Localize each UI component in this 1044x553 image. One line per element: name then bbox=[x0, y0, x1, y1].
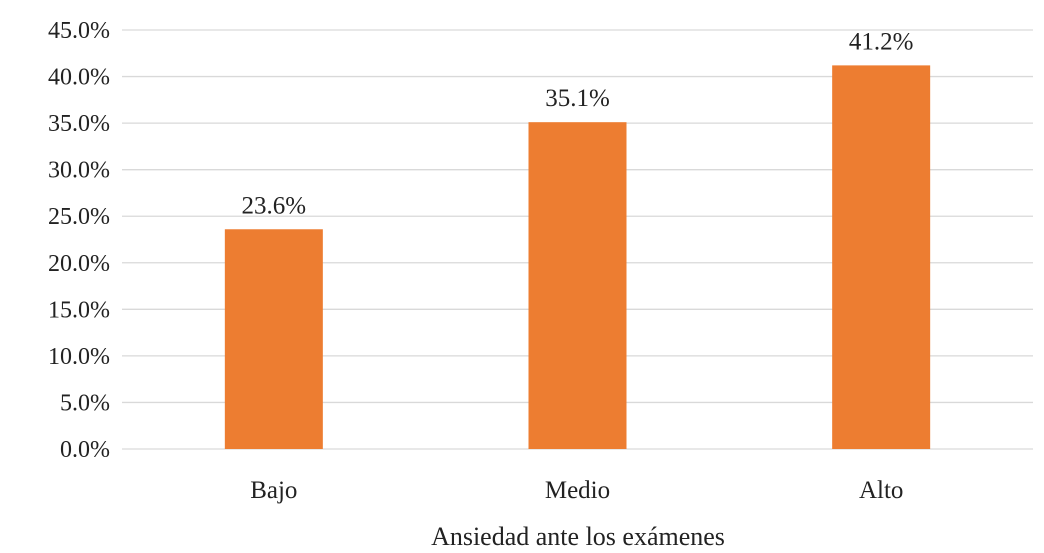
y-tick-label: 35.0% bbox=[48, 111, 110, 137]
x-axis-title: Ansiedad ante los exámenes bbox=[431, 522, 725, 551]
category-label-medio: Medio bbox=[545, 477, 610, 504]
y-tick-label: 10.0% bbox=[48, 344, 110, 370]
data-label-medio: 35.1% bbox=[545, 85, 610, 112]
bar-bajo bbox=[225, 229, 323, 449]
y-tick-label: 25.0% bbox=[48, 204, 110, 230]
data-label-bajo: 23.6% bbox=[242, 192, 307, 219]
y-tick-label: 20.0% bbox=[48, 251, 110, 277]
category-label-alto: Alto bbox=[859, 477, 903, 504]
y-tick-label: 5.0% bbox=[60, 390, 110, 416]
category-label-bajo: Bajo bbox=[250, 477, 297, 504]
y-tick-label: 40.0% bbox=[48, 65, 110, 91]
y-axis-tick-labels: 0.0% 5.0% 10.0% 15.0% 20.0% 25.0% 30.0% 35.0% 40… bbox=[48, 18, 110, 463]
y-tick-label: 45.0% bbox=[48, 18, 110, 44]
y-tick-label: 15.0% bbox=[48, 297, 110, 323]
bar-medio bbox=[529, 122, 627, 449]
data-label-alto: 41.2% bbox=[849, 28, 914, 55]
x-axis-category-labels: Bajo Medio Alto bbox=[250, 477, 903, 504]
bar-alto bbox=[832, 65, 930, 449]
y-tick-label: 0.0% bbox=[60, 437, 110, 463]
y-tick-label: 30.0% bbox=[48, 158, 110, 184]
